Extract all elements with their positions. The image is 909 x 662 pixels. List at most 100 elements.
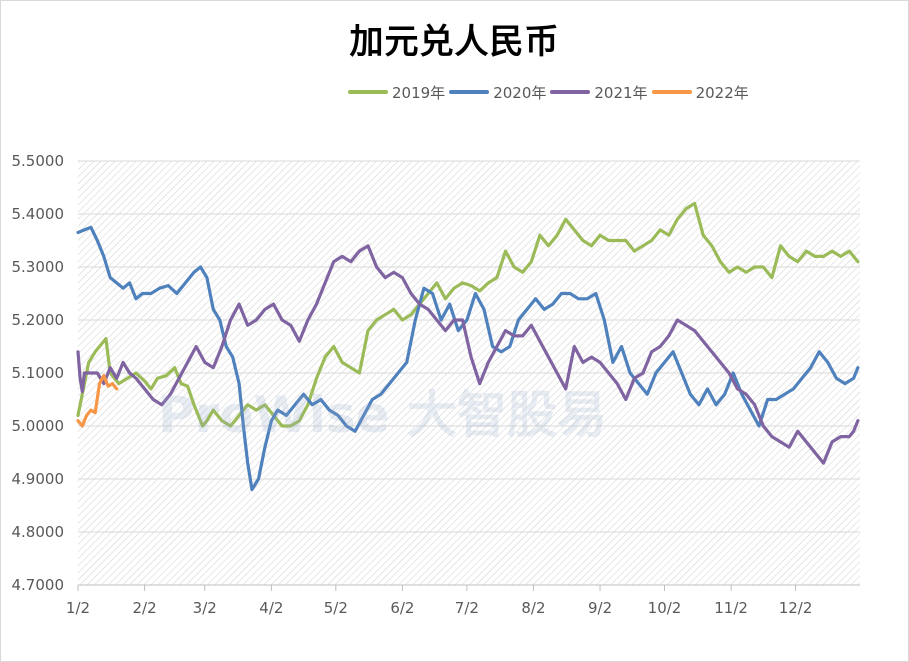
data-point (83, 372, 85, 374)
data-point (655, 372, 657, 374)
y-tick-label: 5.5000 (12, 152, 65, 170)
data-point (193, 404, 195, 406)
data-point (659, 345, 661, 348)
data-point (453, 287, 455, 289)
data-point (264, 308, 266, 310)
data-point (556, 372, 558, 374)
data-point (367, 245, 369, 247)
data-point (444, 298, 446, 300)
data-point (79, 377, 81, 379)
data-point (298, 340, 300, 342)
data-point (122, 361, 124, 363)
data-point (784, 393, 786, 395)
data-point (103, 383, 105, 385)
data-point (741, 393, 743, 395)
data-point (500, 351, 502, 353)
data-point (129, 282, 131, 284)
data-point (522, 335, 524, 337)
data-point (457, 330, 459, 332)
data-point (487, 282, 489, 284)
x-tick-label: 2/2 (133, 599, 157, 617)
data-point (775, 398, 777, 401)
data-point (337, 414, 339, 416)
legend-label-2019: 2019年 (392, 83, 446, 102)
data-point (303, 393, 305, 395)
data-point (595, 292, 597, 295)
data-point (380, 393, 382, 395)
data-point (573, 229, 575, 231)
data-point (206, 420, 208, 422)
data-point (350, 367, 352, 369)
data-point (229, 425, 232, 427)
data-point (294, 404, 296, 406)
data-point (118, 383, 120, 385)
data-point (176, 292, 178, 295)
data-point (238, 414, 240, 416)
data-point (620, 345, 623, 348)
data-point (453, 319, 455, 321)
data-point (238, 383, 240, 385)
data-point (96, 372, 98, 374)
legend-label-2020: 2020年 (493, 83, 547, 102)
data-point (298, 420, 300, 422)
x-tick-label: 5/2 (324, 599, 348, 617)
y-tick-label: 5.1000 (12, 364, 65, 382)
data-point (827, 361, 829, 363)
x-tick-label: 8/2 (521, 599, 545, 617)
data-point (539, 234, 541, 236)
data-point (771, 277, 773, 279)
data-point (109, 367, 111, 369)
data-point (590, 245, 593, 247)
data-point (504, 330, 507, 332)
data-point (341, 361, 343, 363)
data-point (565, 218, 567, 220)
data-point (247, 462, 249, 464)
data-point (522, 271, 524, 273)
series-line-2022年 (76, 374, 119, 428)
data-point (814, 451, 816, 454)
data-point (242, 425, 244, 427)
data-point (599, 361, 601, 363)
data-point (363, 414, 365, 416)
data-point (141, 292, 144, 295)
data-point (251, 489, 253, 491)
data-point (195, 345, 197, 348)
data-point (144, 380, 146, 382)
data-point (754, 266, 756, 268)
data-point (393, 271, 395, 273)
data-point (569, 292, 571, 295)
data-point (159, 287, 161, 289)
data-point (427, 308, 429, 310)
data-point (513, 266, 515, 268)
data-point (81, 425, 83, 427)
data-point (767, 398, 769, 401)
data-point (431, 292, 434, 295)
data-point (199, 266, 202, 268)
data-point (831, 441, 833, 443)
data-point (530, 324, 532, 326)
data-point (853, 430, 855, 432)
data-point (719, 361, 722, 363)
y-tick-label: 5.4000 (12, 205, 65, 223)
data-point (393, 308, 395, 310)
data-point (169, 393, 171, 395)
data-point (229, 319, 232, 321)
data-point (840, 255, 842, 257)
data-point (857, 261, 859, 263)
data-point (831, 250, 833, 252)
data-point (719, 261, 722, 263)
data-point (419, 303, 421, 305)
data-point (539, 340, 541, 342)
data-point (212, 367, 214, 369)
data-point (638, 383, 640, 385)
data-point (745, 393, 747, 395)
data-point (805, 250, 807, 252)
data-point (152, 398, 154, 401)
x-tick-label: 7/2 (455, 599, 479, 617)
data-point (98, 383, 101, 385)
data-point (384, 277, 386, 279)
legend-swatch-2021 (550, 90, 591, 94)
data-point (221, 345, 223, 348)
data-point (822, 255, 825, 257)
data-point (848, 436, 850, 438)
